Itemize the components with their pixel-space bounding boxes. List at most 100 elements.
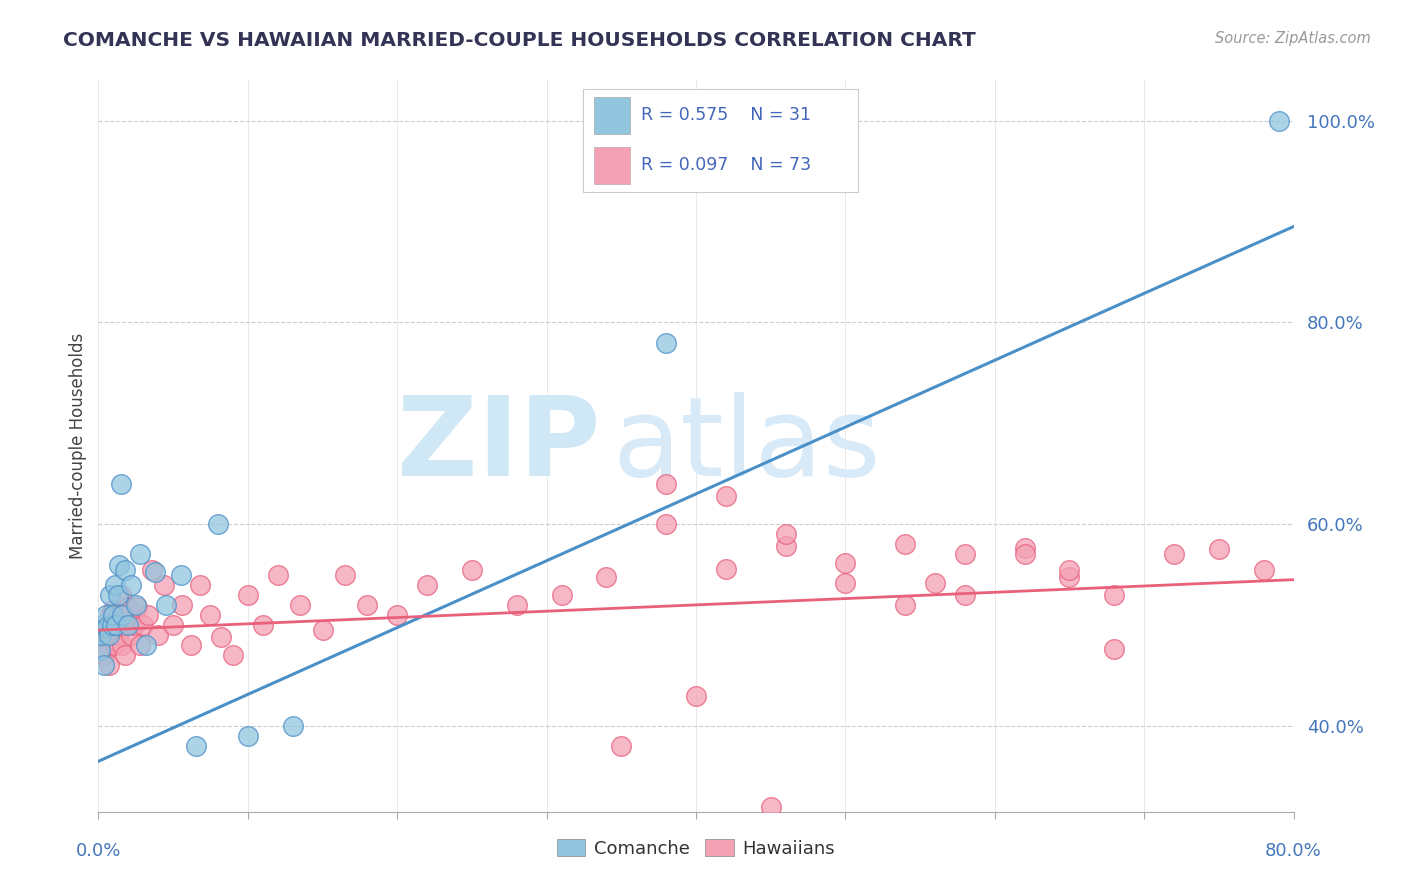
Point (506, 598, 529, 612)
Text: Source: ZipAtlas.com: Source: ZipAtlas.com (1215, 31, 1371, 46)
Point (114, 648, 136, 663)
Point (172, 598, 194, 612)
Point (924, 575, 946, 590)
Point (141, 563, 163, 577)
Point (108, 607, 131, 622)
Point (129, 638, 152, 652)
Legend: Comanche, Hawaiians: Comanche, Hawaiians (550, 831, 842, 865)
Point (143, 565, 166, 579)
Point (1104, 588, 1126, 602)
Point (104, 578, 127, 592)
Point (129, 548, 152, 562)
Point (200, 607, 222, 622)
Point (714, 489, 737, 503)
Point (112, 618, 135, 632)
Point (124, 618, 146, 632)
Point (117, 599, 139, 614)
Point (759, 799, 782, 814)
Point (169, 567, 191, 582)
Point (775, 527, 797, 541)
Point (135, 638, 157, 652)
Point (267, 567, 290, 582)
Point (1014, 541, 1036, 556)
Point (184, 739, 207, 753)
Point (108, 558, 131, 572)
Point (111, 607, 134, 622)
Point (127, 599, 149, 614)
Point (333, 567, 356, 582)
Text: ZIP: ZIP (396, 392, 600, 500)
Point (610, 739, 633, 753)
Point (1059, 563, 1081, 577)
Point (117, 618, 139, 632)
Text: COMANCHE VS HAWAIIAN MARRIED-COUPLE HOUSEHOLDS CORRELATION CHART: COMANCHE VS HAWAIIAN MARRIED-COUPLE HOUS… (63, 31, 976, 50)
Bar (595, 97, 630, 135)
Point (834, 556, 856, 570)
Point (188, 578, 211, 592)
Point (114, 563, 136, 577)
Point (1059, 569, 1081, 583)
Point (180, 638, 202, 652)
Point (714, 561, 737, 575)
Text: 0.0%: 0.0% (76, 842, 121, 860)
Point (97, 658, 120, 673)
Point (120, 578, 142, 592)
Point (385, 607, 409, 622)
Point (98, 588, 122, 602)
Point (288, 598, 311, 612)
Point (105, 618, 128, 632)
Point (894, 537, 917, 551)
Point (209, 630, 232, 644)
Point (107, 588, 129, 602)
Point (281, 719, 304, 733)
Point (96, 620, 118, 634)
Point (416, 578, 439, 592)
Y-axis label: Married-couple Households: Married-couple Households (69, 333, 87, 559)
Point (655, 517, 678, 532)
Point (111, 638, 134, 652)
Point (125, 598, 148, 612)
Point (655, 476, 678, 491)
Point (775, 540, 797, 554)
Point (1014, 548, 1036, 562)
Point (834, 575, 856, 590)
Point (90, 643, 112, 657)
Text: R = 0.575    N = 31: R = 0.575 N = 31 (641, 106, 811, 124)
Point (1208, 542, 1230, 557)
Point (1253, 563, 1275, 577)
Point (94, 628, 117, 642)
Point (153, 578, 176, 592)
Point (90, 628, 112, 642)
Point (894, 598, 917, 612)
Point (236, 588, 259, 602)
Point (107, 628, 129, 642)
Point (103, 603, 125, 617)
Point (685, 689, 707, 703)
Point (222, 648, 245, 663)
Text: atlas: atlas (613, 392, 880, 500)
Text: 80.0%: 80.0% (1265, 842, 1322, 860)
Point (91, 618, 114, 632)
Point (252, 618, 274, 632)
Point (655, 335, 678, 350)
Point (953, 588, 976, 602)
Point (91, 628, 114, 642)
Point (155, 598, 177, 612)
Point (94, 607, 117, 622)
Bar (595, 146, 630, 184)
Point (103, 607, 125, 622)
Point (311, 623, 333, 637)
Point (110, 476, 132, 491)
Point (207, 517, 229, 532)
Text: R = 0.097    N = 73: R = 0.097 N = 73 (641, 155, 811, 174)
Point (115, 607, 138, 622)
Point (105, 618, 128, 632)
Point (89, 643, 111, 657)
Point (953, 548, 976, 562)
Point (1267, 113, 1289, 128)
Point (98, 607, 122, 622)
Point (1163, 548, 1185, 562)
Point (101, 618, 124, 632)
Point (110, 588, 132, 602)
Point (550, 588, 572, 602)
